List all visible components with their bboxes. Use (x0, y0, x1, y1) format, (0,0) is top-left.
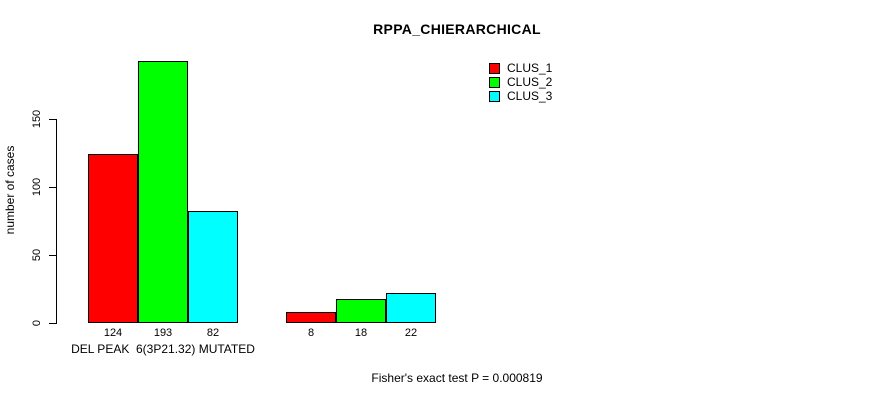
y-axis-tick-label: 100 (31, 177, 43, 197)
y-axis-tick-label: 150 (31, 109, 43, 129)
bar-clus_2-group2 (336, 299, 386, 323)
legend-swatch-clus_2 (489, 76, 500, 88)
chart-title: RPPA_CHIERARCHICAL (373, 21, 541, 37)
bar-value-label: 22 (404, 327, 418, 339)
bar-value-label: 82 (206, 327, 220, 339)
bar-clus_1-group1 (88, 154, 138, 323)
y-axis-tick-label: 50 (31, 248, 43, 262)
bar-clus_2-group1 (138, 61, 188, 323)
y-axis-tick-mark (49, 118, 56, 120)
bar-value-label: 18 (354, 327, 368, 339)
bar-clus_1-group2 (286, 312, 336, 323)
bar-value-label: 193 (153, 327, 173, 339)
legend: CLUS_1 CLUS_2 CLUS_3 (489, 61, 552, 103)
y-axis-tick-mark (49, 186, 56, 188)
legend-label: CLUS_1 (507, 61, 553, 75)
y-axis-tick-mark (49, 322, 56, 324)
x-category-label: DEL PEAK 6(3P21.32) MUTATED (71, 342, 255, 356)
y-axis-tick-mark (49, 254, 56, 256)
y-axis-label: number of cases (3, 145, 17, 235)
legend-label: CLUS_3 (507, 89, 553, 103)
legend-swatch-clus_3 (489, 90, 500, 102)
legend-item: CLUS_3 (489, 89, 552, 103)
bar-clus_3-group2 (386, 293, 436, 323)
bar-value-label: 124 (103, 327, 123, 339)
legend-item: CLUS_2 (489, 75, 552, 89)
bar-clus_3-group1 (188, 211, 238, 323)
y-axis-tick-label: 0 (31, 319, 43, 327)
legend-item: CLUS_1 (489, 61, 552, 75)
bar-value-label: 8 (307, 327, 315, 339)
legend-swatch-clus_1 (489, 62, 500, 74)
fisher-test-annotation: Fisher's exact test P = 0.000819 (371, 371, 543, 385)
legend-label: CLUS_2 (507, 75, 553, 89)
y-axis-line (56, 119, 57, 324)
